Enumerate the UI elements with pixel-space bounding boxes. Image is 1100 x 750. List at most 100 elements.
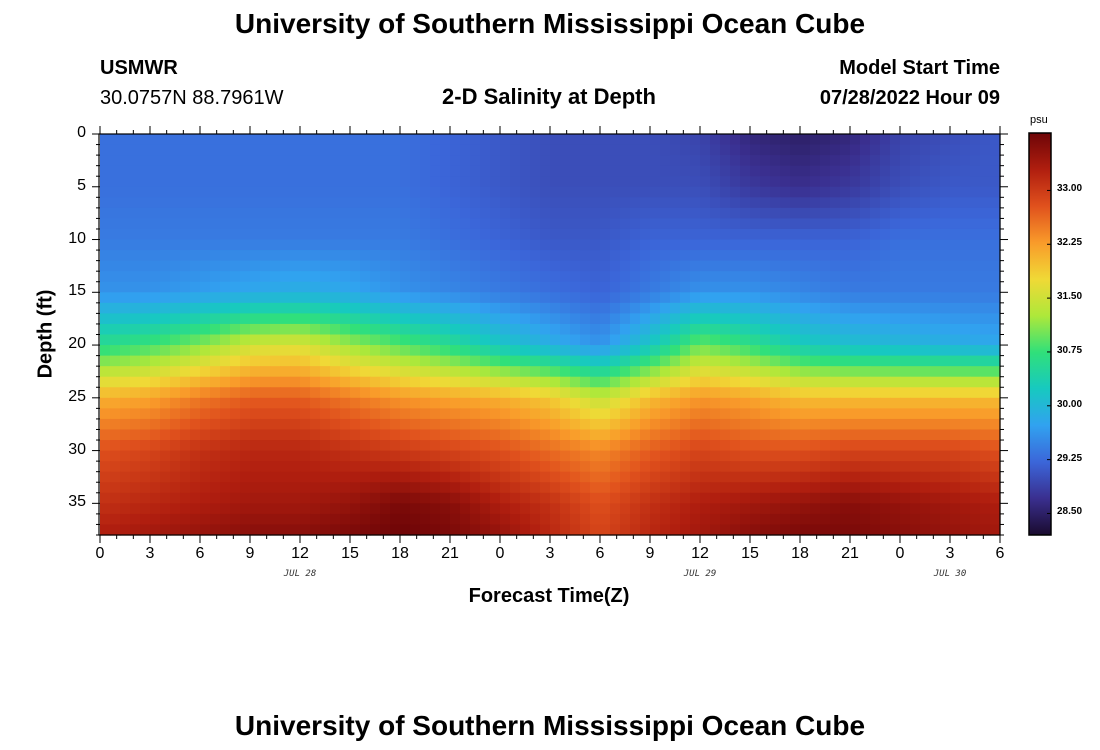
heatmap-cell xyxy=(740,418,751,431)
heatmap-cell xyxy=(760,524,771,536)
repeated-title: University of Southern Mississippi Ocean… xyxy=(234,710,866,741)
heatmap-cell xyxy=(670,292,681,304)
heatmap-cell xyxy=(930,271,941,283)
heatmap-cell xyxy=(740,355,751,367)
heatmap-cell xyxy=(960,492,971,504)
heatmap-cell xyxy=(460,355,471,367)
heatmap-cell xyxy=(900,482,911,494)
heatmap-cell xyxy=(210,218,221,230)
heatmap-cell xyxy=(220,429,231,441)
heatmap-cell xyxy=(610,281,621,293)
heatmap-cell xyxy=(770,292,781,304)
heatmap-cell xyxy=(280,471,291,483)
heatmap-cell xyxy=(660,292,671,304)
heatmap-cell xyxy=(920,418,931,431)
heatmap-cell xyxy=(430,513,441,526)
heatmap-cell xyxy=(450,239,461,251)
heatmap-cell xyxy=(830,260,841,272)
heatmap-cell xyxy=(630,323,641,336)
heatmap-cell xyxy=(670,334,681,346)
heatmap-cell xyxy=(710,429,721,441)
heatmap-cell xyxy=(340,397,351,409)
heatmap-cell xyxy=(770,513,781,526)
heatmap-cell xyxy=(670,218,681,230)
heatmap-cell xyxy=(550,482,561,494)
heatmap-cell xyxy=(530,503,541,515)
heatmap-cell xyxy=(320,134,331,146)
heatmap-cell xyxy=(660,134,671,146)
heatmap-cell xyxy=(110,186,121,198)
heatmap-cell xyxy=(800,281,811,293)
heatmap-cell xyxy=(560,408,571,420)
heatmap-cell xyxy=(600,176,611,188)
heatmap-cell xyxy=(970,239,981,251)
heatmap-cell xyxy=(860,345,871,357)
heatmap-cell xyxy=(490,345,501,357)
heatmap-cell xyxy=(620,197,631,209)
heatmap-cell xyxy=(240,218,251,230)
heatmap-cell xyxy=(910,429,921,441)
heatmap-cell xyxy=(740,524,751,536)
heatmap-cell xyxy=(580,524,591,536)
heatmap-cell xyxy=(860,207,871,220)
heatmap-cell xyxy=(320,197,331,209)
heatmap-cell xyxy=(910,397,921,409)
heatmap-cell xyxy=(430,197,441,209)
heatmap-cell xyxy=(480,302,491,314)
heatmap-cell xyxy=(360,387,371,399)
heatmap-cell xyxy=(540,471,551,483)
heatmap-cell xyxy=(210,176,221,188)
heatmap-cell xyxy=(580,387,591,399)
heatmap-cell xyxy=(590,366,601,378)
heatmap-cell xyxy=(200,323,211,336)
heatmap-cell xyxy=(820,228,831,241)
heatmap-cell xyxy=(300,228,311,241)
heatmap-cell xyxy=(450,197,461,209)
heatmap-cell xyxy=(880,503,891,515)
heatmap-cell xyxy=(620,503,631,515)
heatmap-cell xyxy=(790,397,801,409)
heatmap-cell xyxy=(520,345,531,357)
heatmap-cell xyxy=(770,366,781,378)
heatmap-cell xyxy=(790,418,801,431)
heatmap-cell xyxy=(560,492,571,504)
heatmap-cell xyxy=(870,250,881,262)
heatmap-cell xyxy=(900,440,911,452)
heatmap-cell xyxy=(810,271,821,283)
heatmap-cell xyxy=(150,260,161,272)
heatmap-cell xyxy=(820,471,831,483)
heatmap-cell xyxy=(190,450,201,462)
heatmap-cell xyxy=(840,218,851,230)
heatmap-cell xyxy=(300,218,311,230)
heatmap-cell xyxy=(360,492,371,504)
heatmap-cell xyxy=(320,313,331,325)
heatmap-cell xyxy=(880,429,891,441)
heatmap-cell xyxy=(210,323,221,336)
heatmap-cell xyxy=(360,239,371,251)
heatmap-cell xyxy=(330,429,341,441)
heatmap-cell xyxy=(620,408,631,420)
heatmap-cell xyxy=(480,418,491,431)
heatmap-cell xyxy=(410,492,421,504)
heatmap-cell xyxy=(260,218,271,230)
heatmap-cell xyxy=(190,207,201,220)
heatmap-cell xyxy=(450,218,461,230)
heatmap-cell xyxy=(650,302,661,314)
heatmap-cell xyxy=(160,387,171,399)
heatmap-cell xyxy=(540,207,551,220)
heatmap-cell xyxy=(240,513,251,526)
heatmap-cell xyxy=(300,408,311,420)
heatmap-cell xyxy=(300,450,311,462)
heatmap-cell xyxy=(960,334,971,346)
heatmap-cell xyxy=(860,218,871,230)
heatmap-cell xyxy=(360,440,371,452)
heatmap-cell xyxy=(870,228,881,241)
heatmap-cell xyxy=(750,418,761,431)
heatmap-cell xyxy=(380,260,391,272)
heatmap-cell xyxy=(340,471,351,483)
heatmap-cell xyxy=(850,408,861,420)
heatmap-cell xyxy=(950,503,961,515)
heatmap-cell xyxy=(640,228,651,241)
heatmap-cell xyxy=(510,260,521,272)
heatmap-cell xyxy=(130,281,141,293)
